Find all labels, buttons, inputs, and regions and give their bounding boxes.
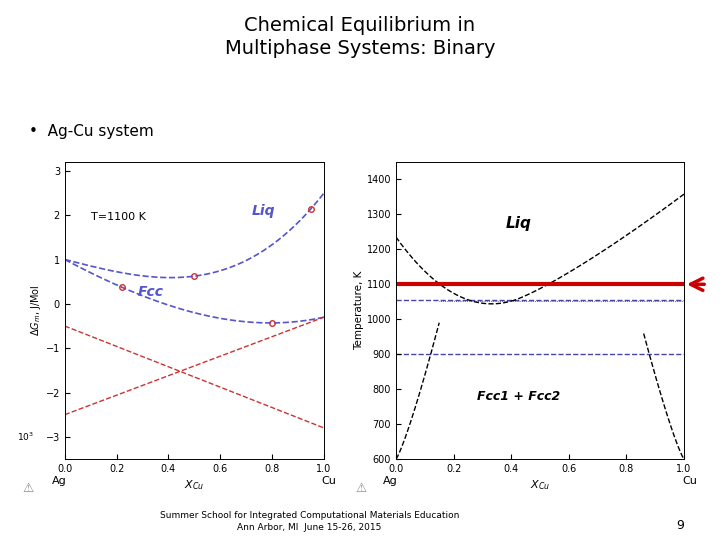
Text: Liq: Liq [251,204,275,218]
Text: Fcc1 + Fcc2: Fcc1 + Fcc2 [477,389,560,403]
Text: T=1100 K: T=1100 K [91,212,145,221]
Text: $X_{Cu}$: $X_{Cu}$ [530,478,550,492]
Text: $X_{Cu}$: $X_{Cu}$ [184,478,204,492]
Text: Summer School for Integrated Computational Materials Education
Ann Arbor, MI  Ju: Summer School for Integrated Computation… [160,511,459,532]
Text: Cu: Cu [683,476,697,486]
Y-axis label: Temperature, K: Temperature, K [354,271,364,350]
Text: Liq: Liq [505,217,531,231]
Text: ⚠: ⚠ [23,482,34,495]
Text: Ag: Ag [53,476,67,486]
Text: Fcc: Fcc [138,285,163,299]
Y-axis label: $\Delta G_m$, J/Mol: $\Delta G_m$, J/Mol [29,285,42,336]
Text: 9: 9 [676,519,684,532]
Text: ⚠: ⚠ [356,482,367,495]
Text: $10^3$: $10^3$ [17,431,35,443]
Text: Cu: Cu [322,476,337,486]
Text: Chemical Equilibrium in
Multiphase Systems: Binary: Chemical Equilibrium in Multiphase Syste… [225,16,495,58]
Text: Ag: Ag [383,476,397,486]
Text: •  Ag-Cu system: • Ag-Cu system [29,124,153,139]
